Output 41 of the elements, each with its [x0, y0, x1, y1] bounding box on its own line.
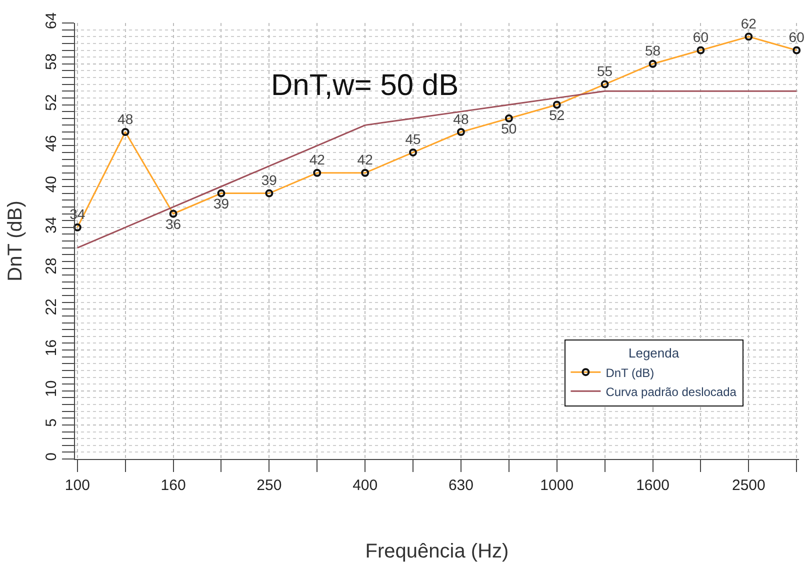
y-tick-label: 52 [43, 94, 60, 111]
x-tick-label: 1600 [636, 477, 670, 494]
x-tick-label: 2500 [732, 477, 766, 494]
data-label: 52 [549, 107, 565, 123]
y-tick-label: 40 [43, 176, 60, 193]
data-label: 36 [166, 216, 182, 232]
x-tick-label: 160 [160, 477, 186, 494]
data-label: 48 [453, 110, 469, 127]
y-tick-label: 34 [43, 216, 60, 234]
x-tick-label: 100 [64, 477, 90, 494]
data-label: 39 [213, 196, 230, 212]
y-tick-label: 0 [43, 452, 60, 461]
data-label: 42 [309, 152, 326, 168]
legend-label: DnT (dB) [606, 366, 654, 380]
data-label: 48 [118, 110, 134, 127]
data-label: 60 [788, 29, 805, 45]
data-label: 42 [357, 152, 374, 168]
data-label: 58 [644, 42, 661, 59]
y-tick-label: 58 [43, 53, 60, 70]
data-label: 60 [692, 29, 709, 45]
data-label: 55 [597, 63, 613, 80]
y-tick-label: 22 [43, 298, 60, 316]
x-axis-title: Frequência (Hz) [365, 540, 509, 562]
x-tick-label: 630 [448, 477, 474, 494]
y-axis-title: DnT (dB) [4, 200, 26, 282]
y-tick-label: 46 [43, 135, 60, 152]
y-tick-label: 5 [43, 418, 60, 427]
annotation: DnT,w= 50 dB [271, 69, 459, 102]
data-label: 39 [261, 172, 278, 188]
x-tick-label: 1000 [540, 477, 574, 494]
x-tick-label: 400 [352, 477, 378, 494]
x-tick-label: 250 [256, 477, 282, 494]
data-label: 62 [740, 15, 757, 32]
y-tick-label: 10 [43, 380, 60, 397]
y-tick-label: 28 [43, 258, 60, 274]
data-label: 50 [501, 120, 517, 137]
y-tick-label: 16 [43, 339, 60, 356]
y-tick-label: 64 [43, 12, 60, 30]
data-label: 45 [405, 131, 422, 148]
legend-label: Curva padrão deslocada [606, 384, 737, 399]
legend-title: Legenda [628, 346, 680, 361]
